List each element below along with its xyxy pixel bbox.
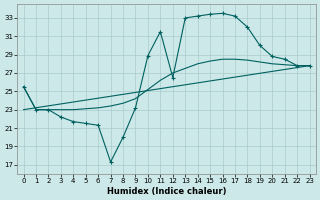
X-axis label: Humidex (Indice chaleur): Humidex (Indice chaleur)	[107, 187, 226, 196]
